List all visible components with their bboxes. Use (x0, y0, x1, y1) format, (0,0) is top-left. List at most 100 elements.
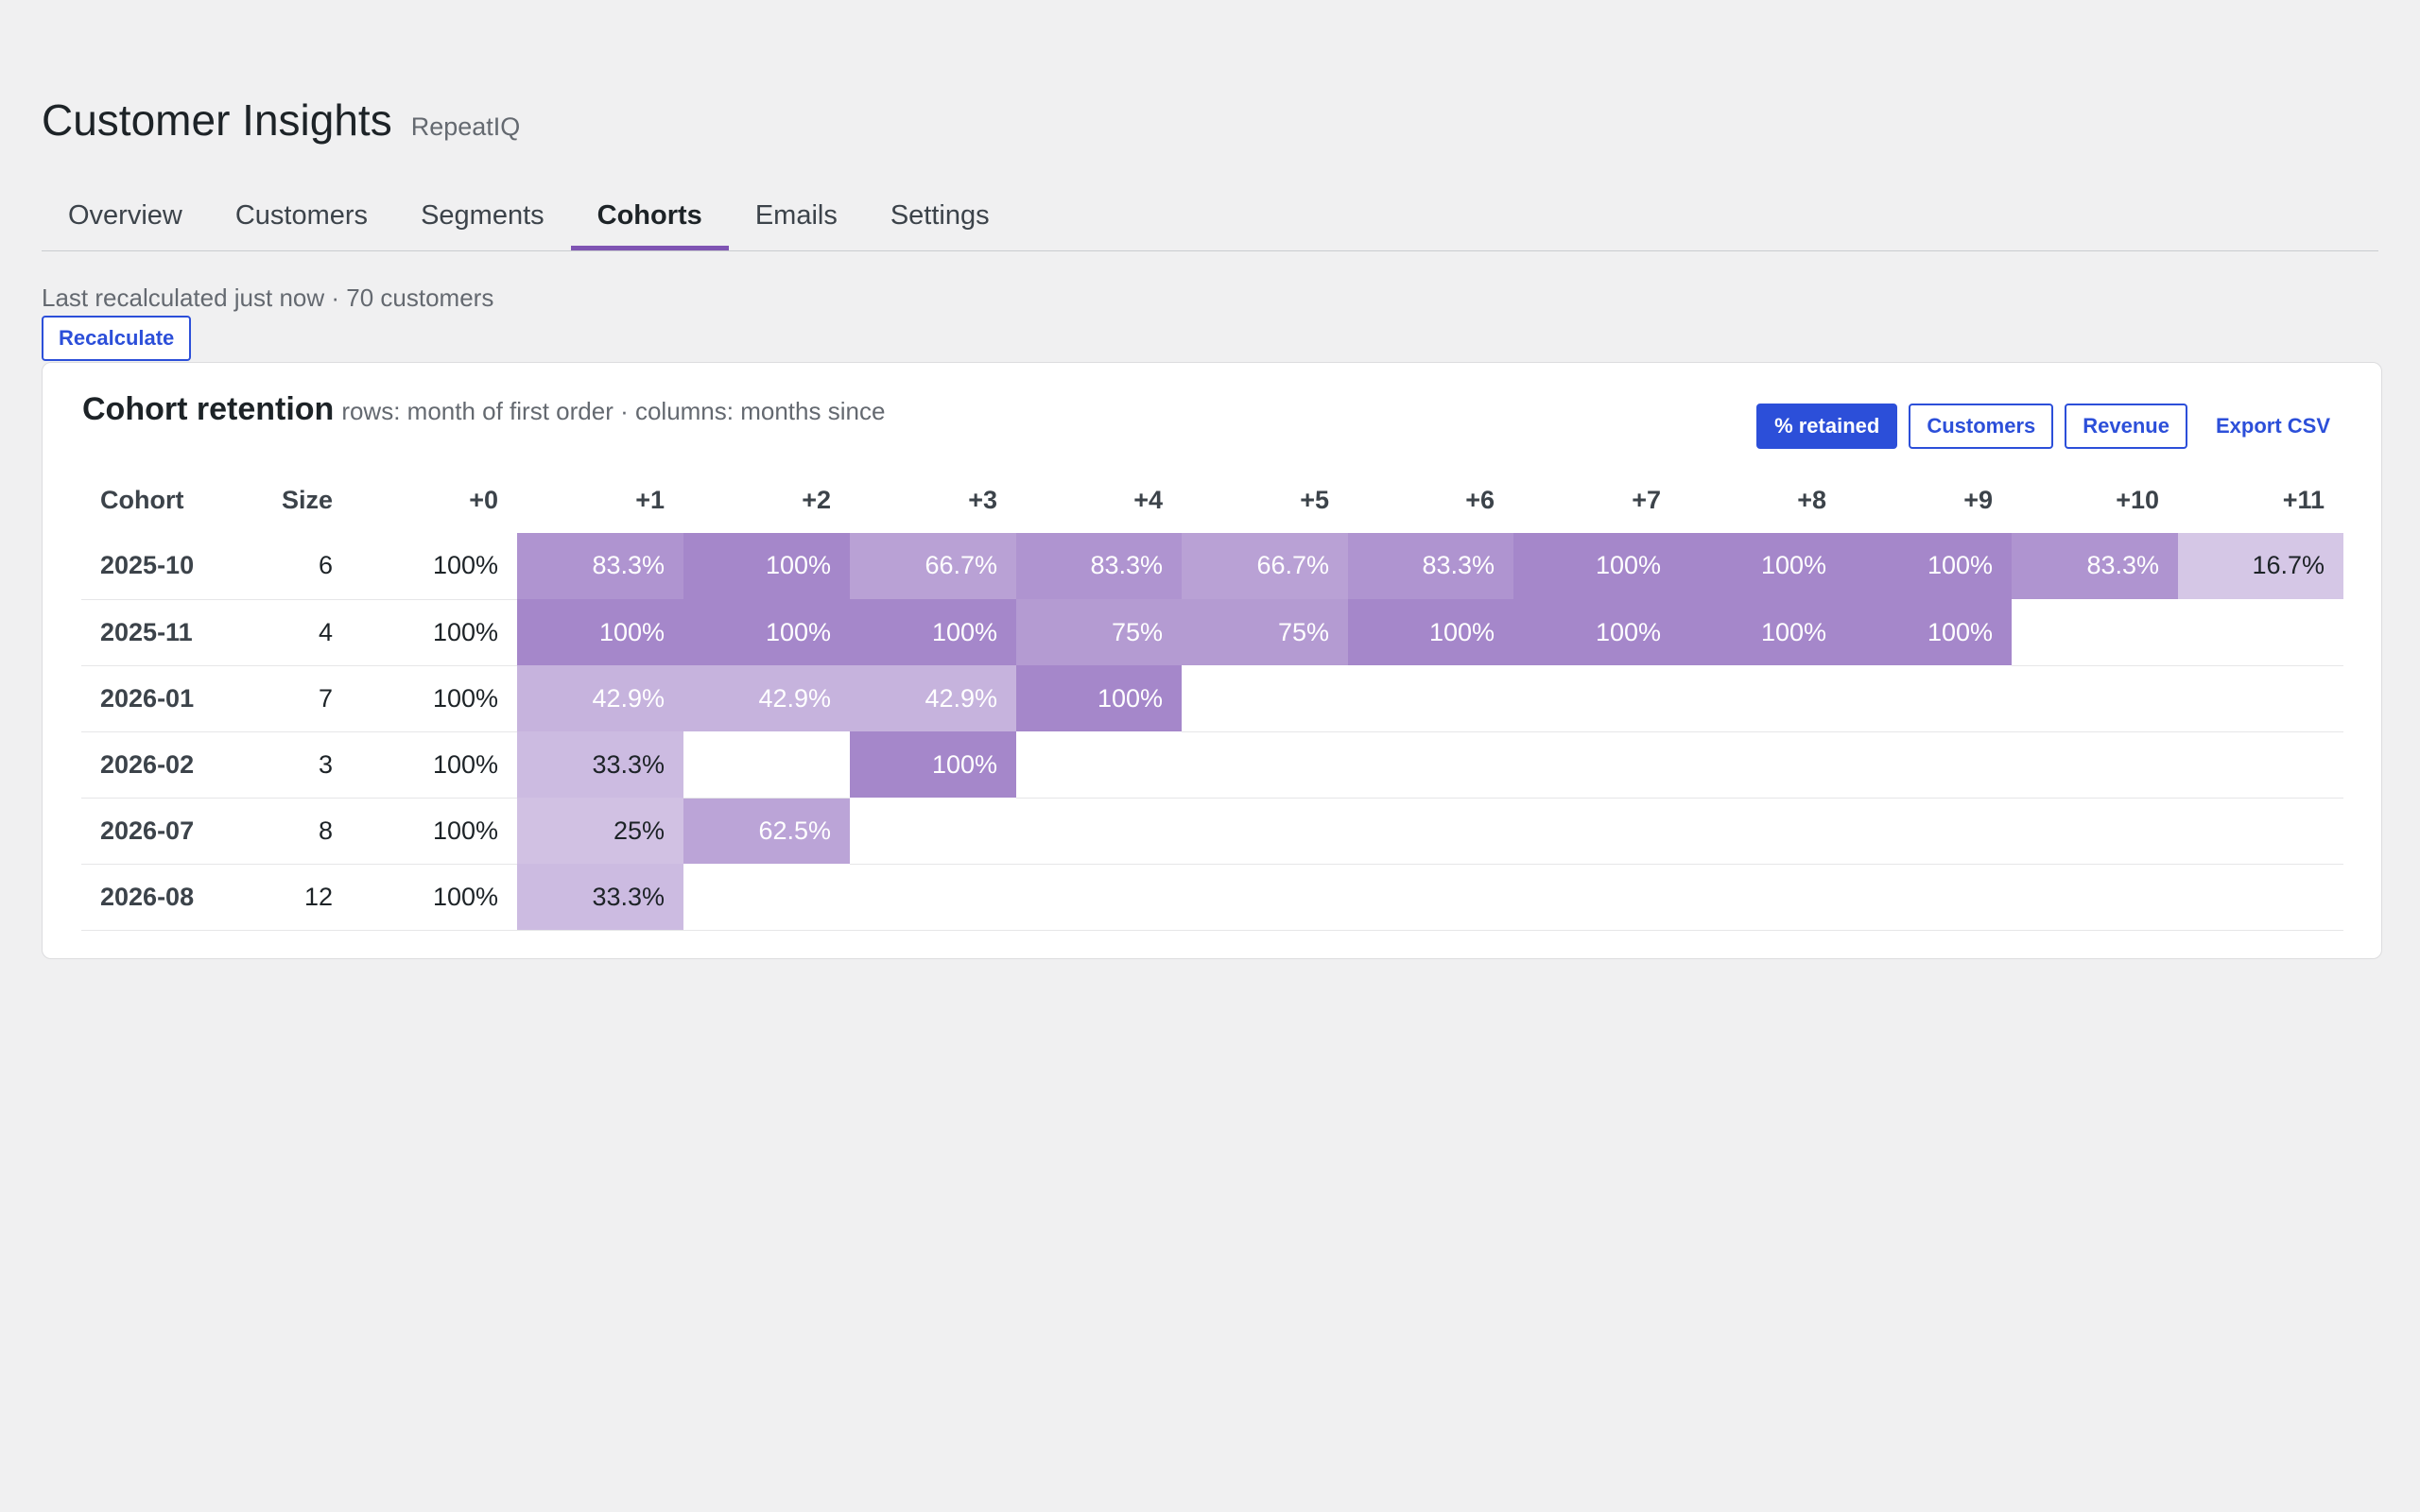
column-header: +11 (2282, 485, 2325, 514)
retention-cell (1348, 665, 1513, 732)
retention-cell (1182, 798, 1348, 865)
retention-cell: 25% (517, 798, 683, 864)
column-header: +2 (802, 485, 831, 514)
retention-cell (1348, 864, 1513, 931)
column-header: +10 (2116, 485, 2159, 514)
table-row: 2026-08 12 100% 33.3% (81, 864, 2343, 931)
cohort-table: Cohort Size +0 +1 +2 +3 +4 +5 +6 +7 +8 +9 +10 +11 202… (81, 467, 2343, 931)
retention-cell: 42.9% (850, 665, 1016, 731)
retention-cell: 83.3% (2012, 533, 2178, 599)
tab-settings[interactable]: Settings (890, 200, 990, 231)
retention-cell (2012, 731, 2178, 799)
retention-cell (850, 864, 1016, 931)
retention-cell: 83.3% (1016, 533, 1182, 599)
table-body: 2025-10 6 100% 83.3% 100% 66.7% 83.3% 66.7% 83.3… (81, 533, 2343, 931)
retention-cell (2178, 731, 2343, 799)
retention-cell (2012, 864, 2178, 931)
retention-cell (1680, 798, 1845, 865)
cohort-label: 2025-11 (81, 599, 248, 666)
retention-cell (2012, 599, 2178, 666)
retention-cell: 100% (683, 599, 850, 665)
view-percent-retained-button[interactable]: % retained (1756, 404, 1898, 449)
column-header: +5 (1300, 485, 1329, 514)
table-header-row: Cohort Size +0 +1 +2 +3 +4 +5 +6 +7 +8 +9 +10 +11 (81, 467, 2343, 533)
tab-emails[interactable]: Emails (754, 200, 838, 231)
brand-name: RepeatIQ (410, 112, 521, 141)
retention-cell (2012, 798, 2178, 865)
retention-cell (1513, 864, 1680, 931)
panel-title: Cohort retention (82, 391, 335, 427)
retention-cell (1513, 731, 1680, 799)
view-revenue-button[interactable]: Revenue (2065, 404, 2187, 449)
retention-cell (1348, 731, 1513, 799)
retention-cell: 100% (1348, 599, 1513, 665)
column-header: +9 (1963, 485, 1993, 514)
retention-cell (1513, 665, 1680, 732)
page-title: Customer Insights (42, 95, 392, 145)
retention-cell (2012, 665, 2178, 732)
retention-cell (1016, 731, 1182, 799)
retention-cell: 16.7% (2178, 533, 2343, 599)
cohort-label: 2026-08 (81, 864, 248, 931)
retention-cell: 83.3% (1348, 533, 1513, 599)
cohort-label: 2026-01 (81, 665, 248, 732)
retention-cell (850, 798, 1016, 865)
cohort-label: 2026-02 (81, 731, 248, 799)
recalculate-button[interactable]: Recalculate (42, 316, 192, 361)
retention-cell (1182, 864, 1348, 931)
column-header: Size (281, 485, 333, 514)
retention-cell (1182, 665, 1348, 732)
view-customers-button[interactable]: Customers (1909, 404, 2054, 449)
column-header: +7 (1632, 485, 1661, 514)
retention-cell: 100% (352, 864, 517, 931)
column-header: +8 (1797, 485, 1826, 514)
retention-cell (1845, 731, 2012, 799)
retention-cell: 100% (352, 798, 517, 865)
retention-cell: 100% (1680, 599, 1845, 665)
retention-cell: 75% (1016, 599, 1182, 665)
retention-cell (1016, 864, 1182, 931)
table-row: 2026-07 8 100% 25% 62.5% (81, 798, 2343, 865)
tab-overview[interactable]: Overview (68, 200, 182, 231)
tab-cohorts[interactable]: Cohorts (570, 189, 729, 250)
retention-cell (1845, 665, 2012, 732)
export-csv-button[interactable]: Export CSV (2199, 404, 2347, 449)
column-header: +1 (635, 485, 665, 514)
retention-cell (1016, 798, 1182, 865)
retention-cell: 42.9% (517, 665, 683, 731)
retention-cell: 100% (850, 731, 1016, 798)
retention-cell (683, 731, 850, 799)
retention-cell: 100% (352, 665, 517, 732)
table-row: 2025-11 4 100% 100% 100% 100% 75% 75% 100% 100% 10… (81, 599, 2343, 666)
retention-cell (2178, 665, 2343, 732)
retention-cell (2178, 864, 2343, 931)
column-header: +4 (1133, 485, 1163, 514)
retention-cell: 66.7% (1182, 533, 1348, 599)
retention-cell: 100% (1513, 533, 1680, 599)
recalculation-status: Last recalculated just now · 70 customer… (42, 284, 494, 312)
page-header: Customer Insights RepeatIQ (42, 94, 520, 146)
panel-header: Cohort retention rows: month of first or… (82, 391, 885, 428)
retention-cell: 42.9% (683, 665, 850, 731)
cohort-size: 8 (248, 798, 352, 865)
retention-cell: 100% (683, 533, 850, 599)
retention-cell: 100% (352, 731, 517, 799)
cohort-size: 6 (248, 533, 352, 600)
retention-cell (1513, 798, 1680, 865)
retention-cell: 100% (1016, 665, 1182, 731)
retention-cell: 33.3% (517, 731, 683, 798)
retention-cell: 100% (1845, 533, 2012, 599)
tab-segments[interactable]: Segments (421, 200, 544, 231)
retention-cell: 33.3% (517, 864, 683, 931)
table-row: 2026-02 3 100% 33.3% 100% (81, 731, 2343, 799)
table-row: 2025-10 6 100% 83.3% 100% 66.7% 83.3% 66.7% 83.3… (81, 533, 2343, 600)
retention-cell (1845, 798, 2012, 865)
retention-cell: 62.5% (683, 798, 850, 864)
retention-cell: 100% (1680, 533, 1845, 599)
retention-cell (2178, 599, 2343, 666)
retention-cell (683, 864, 850, 931)
tab-customers[interactable]: Customers (234, 200, 369, 231)
cohort-label: 2026-07 (81, 798, 248, 865)
retention-cell (2178, 798, 2343, 865)
table-row: 2026-01 7 100% 42.9% 42.9% 42.9% 100% (81, 665, 2343, 732)
